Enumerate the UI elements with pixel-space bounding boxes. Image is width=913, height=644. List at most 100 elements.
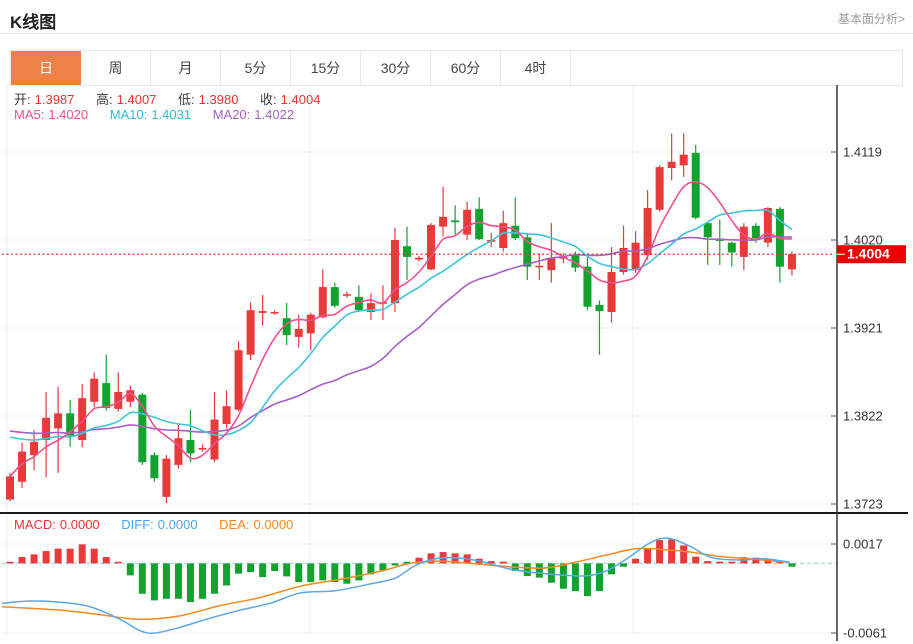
macd-legend: MACD: 0.0000 DIFF: 0.0000 DEA: 0.0000 (14, 517, 297, 532)
candle-body (511, 225, 520, 239)
macd-bar (138, 563, 146, 594)
ma20-line (9, 236, 792, 435)
price-tick-label: 1.3822 (843, 409, 883, 424)
kline-chart-canvas[interactable]: 1.4004 1.4119 1.4020 1.3921 1.3822 1.3723 0.00… (0, 85, 913, 644)
candle-body (427, 224, 436, 270)
candle-body (150, 455, 159, 479)
macd-bar (6, 561, 14, 564)
macd-tick-label: 0.0017 (843, 537, 883, 552)
macd-bar (283, 563, 291, 577)
candle-body (583, 266, 592, 307)
candle-body (126, 390, 135, 402)
ma-legend: MA5: 1.4020 MA10: 1.4031 MA20: 1.4022 (14, 107, 298, 122)
candle-body (282, 318, 291, 336)
diff-line (1, 537, 791, 634)
candle-body (667, 161, 676, 168)
candle-body (174, 438, 183, 465)
macd-bar (331, 563, 339, 583)
macd-bar (595, 563, 603, 592)
macd-bar (728, 561, 736, 564)
tab-30分[interactable]: 30分 (361, 51, 431, 85)
macd-bar (355, 563, 363, 581)
candle-body (571, 255, 580, 268)
macd-bar (271, 563, 279, 572)
candle-body (222, 406, 231, 424)
page-title: K线图 (10, 13, 57, 32)
candle-body (78, 398, 87, 440)
macd-bar (114, 561, 122, 564)
macd-bar (174, 563, 182, 599)
macd-bar (656, 540, 664, 564)
high-value: 1.4007 (116, 92, 157, 107)
low-label: 低: (178, 92, 195, 107)
ma10-line (9, 208, 793, 441)
macd-bar (162, 563, 170, 599)
candle-body (210, 419, 219, 460)
current-price-badge-text: 1.4004 (847, 246, 890, 262)
macd-bar (583, 563, 591, 597)
candle-body (18, 451, 27, 482)
macd-bar (427, 553, 435, 564)
candle-body (102, 383, 111, 408)
candle-body (739, 226, 748, 257)
candle-body (475, 208, 484, 240)
macd-bar (547, 563, 555, 583)
candle-body (6, 476, 14, 500)
macd-bar (319, 563, 327, 581)
high-label: 高: (96, 92, 113, 107)
open-value: 1.3987 (34, 92, 75, 107)
ma5-line (9, 181, 792, 477)
candle-body (270, 312, 279, 314)
candle-body (318, 287, 327, 318)
price-tick-label: 1.4119 (843, 145, 882, 160)
candle-body (186, 440, 195, 454)
macd-bar (307, 563, 315, 583)
price-tick-label: 1.3723 (843, 497, 883, 512)
candle-body (751, 225, 760, 239)
candle-body (547, 257, 556, 271)
candle-body (763, 208, 772, 243)
candle-body (42, 417, 51, 440)
candle-body (439, 216, 448, 227)
macd-bar (235, 563, 243, 574)
candle-body (162, 458, 171, 497)
dea-line (1, 547, 788, 621)
tab-60分[interactable]: 60分 (431, 51, 501, 85)
tab-4时[interactable]: 4时 (501, 51, 571, 85)
tab-月[interactable]: 月 (151, 51, 221, 85)
macd-bar (198, 563, 206, 599)
close-label: 收: (260, 92, 277, 107)
close-value: 1.4004 (280, 92, 321, 107)
macd-bar (776, 561, 784, 564)
macd-bar (752, 557, 760, 564)
title-divider (0, 33, 913, 34)
macd-tick-label: -0.0061 (843, 626, 887, 641)
price-tick-label: 1.3921 (843, 321, 883, 336)
macd-bar (379, 563, 387, 571)
macd-bar (620, 563, 628, 567)
dea-value: 0.0000 (253, 517, 294, 532)
fundamental-analysis-link[interactable]: 基本面分析> (837, 12, 905, 26)
candle-body (415, 257, 424, 260)
tab-15分[interactable]: 15分 (291, 51, 361, 85)
macd-bar (788, 563, 796, 567)
macd-bar (403, 561, 411, 564)
macd-label: MACD: (14, 517, 56, 532)
macd-bar (18, 557, 26, 564)
candle-body (631, 242, 640, 271)
candle-body (703, 223, 712, 238)
tab-周[interactable]: 周 (81, 51, 151, 85)
macd-bar (126, 563, 134, 576)
tab-5分[interactable]: 5分 (221, 51, 291, 85)
macd-bar (211, 563, 219, 594)
macd-bar (704, 561, 712, 564)
candle-body (727, 242, 736, 253)
macd-bar (54, 548, 62, 564)
current-price-badge (837, 245, 906, 264)
macd-bar (78, 544, 86, 564)
dea-label: DEA: (219, 517, 250, 532)
tab-日[interactable]: 日 (11, 51, 81, 85)
candle-body (306, 314, 315, 334)
candle-body (390, 240, 399, 304)
macd-bar (367, 563, 375, 575)
